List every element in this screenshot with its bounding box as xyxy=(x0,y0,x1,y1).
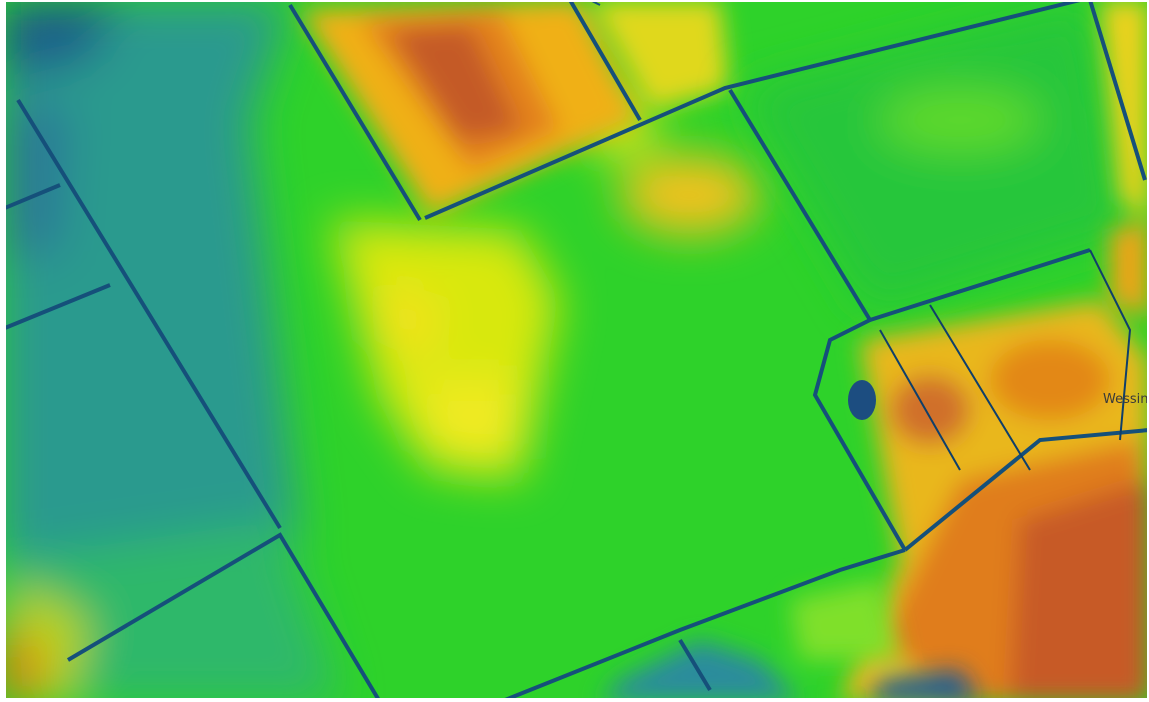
place-label: Wessin xyxy=(1103,392,1149,407)
